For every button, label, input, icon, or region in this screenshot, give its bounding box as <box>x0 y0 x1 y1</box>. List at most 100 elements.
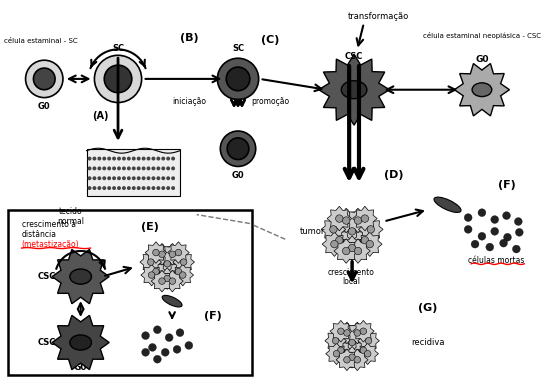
Text: (A): (A) <box>92 111 108 121</box>
Polygon shape <box>327 206 352 231</box>
Circle shape <box>171 166 175 171</box>
Circle shape <box>148 259 154 265</box>
Ellipse shape <box>341 81 367 99</box>
Text: CSC: CSC <box>38 338 56 347</box>
Circle shape <box>153 268 159 275</box>
Circle shape <box>227 138 249 159</box>
Circle shape <box>180 272 186 278</box>
Polygon shape <box>168 261 189 283</box>
Text: (G): (G) <box>418 303 437 313</box>
Text: promoção: promoção <box>252 97 290 106</box>
Circle shape <box>97 166 101 171</box>
Polygon shape <box>156 268 178 290</box>
Circle shape <box>117 166 121 171</box>
Circle shape <box>330 226 337 233</box>
Circle shape <box>142 176 145 180</box>
Circle shape <box>171 157 175 161</box>
Circle shape <box>159 251 165 258</box>
Ellipse shape <box>70 335 91 350</box>
Circle shape <box>156 176 160 180</box>
Circle shape <box>169 278 176 285</box>
Circle shape <box>348 244 356 252</box>
Polygon shape <box>346 208 371 233</box>
Circle shape <box>142 157 145 161</box>
Circle shape <box>173 345 181 353</box>
Bar <box>87 149 180 196</box>
Polygon shape <box>325 330 347 352</box>
Circle shape <box>112 157 116 161</box>
Circle shape <box>127 166 131 171</box>
Circle shape <box>137 166 140 171</box>
Polygon shape <box>340 236 364 260</box>
Circle shape <box>132 176 135 180</box>
Text: célula estaminal neoplásica - CSC: célula estaminal neoplásica - CSC <box>423 32 541 39</box>
Circle shape <box>161 176 165 180</box>
Circle shape <box>156 186 160 190</box>
Circle shape <box>147 176 150 180</box>
Circle shape <box>149 343 156 352</box>
Circle shape <box>102 186 106 190</box>
Polygon shape <box>151 270 173 292</box>
Circle shape <box>92 176 96 180</box>
Polygon shape <box>341 346 363 368</box>
Polygon shape <box>319 54 389 125</box>
Polygon shape <box>357 343 378 365</box>
Circle shape <box>105 65 132 93</box>
Circle shape <box>171 186 175 190</box>
Text: (metastização): (metastização) <box>22 239 79 249</box>
Circle shape <box>499 239 508 247</box>
Circle shape <box>361 236 369 244</box>
Circle shape <box>176 329 184 336</box>
Circle shape <box>33 68 55 90</box>
Text: recidiva: recidiva <box>411 338 445 347</box>
Polygon shape <box>353 228 377 253</box>
Polygon shape <box>334 239 358 263</box>
Circle shape <box>102 166 106 171</box>
Circle shape <box>132 166 135 171</box>
Circle shape <box>25 60 63 97</box>
Circle shape <box>152 186 155 190</box>
Circle shape <box>117 157 121 161</box>
Circle shape <box>478 232 486 240</box>
Circle shape <box>491 228 499 235</box>
Circle shape <box>164 275 170 282</box>
Polygon shape <box>340 219 364 244</box>
Text: transformação: transformação <box>348 12 409 22</box>
Circle shape <box>122 166 126 171</box>
Polygon shape <box>141 264 163 286</box>
Circle shape <box>464 214 472 221</box>
Circle shape <box>107 166 111 171</box>
Circle shape <box>166 166 170 171</box>
Circle shape <box>107 157 111 161</box>
Circle shape <box>354 247 362 255</box>
Ellipse shape <box>70 269 91 284</box>
Circle shape <box>127 157 131 161</box>
Bar <box>8 210 252 375</box>
Text: iniciação: iniciação <box>172 97 206 106</box>
Circle shape <box>491 216 499 223</box>
Circle shape <box>342 247 350 255</box>
Text: crescimento à: crescimento à <box>22 220 76 229</box>
Circle shape <box>513 245 520 253</box>
Polygon shape <box>336 322 358 344</box>
Circle shape <box>349 354 356 360</box>
Ellipse shape <box>162 295 182 307</box>
Text: normal: normal <box>58 217 84 226</box>
Polygon shape <box>161 243 183 265</box>
Circle shape <box>112 186 116 190</box>
Circle shape <box>354 217 362 224</box>
Ellipse shape <box>434 197 461 213</box>
Text: SC: SC <box>232 44 244 53</box>
Text: crescimento: crescimento <box>328 268 374 277</box>
Circle shape <box>148 272 155 278</box>
Polygon shape <box>52 315 109 370</box>
Circle shape <box>102 157 106 161</box>
Text: G0: G0 <box>38 102 50 111</box>
Circle shape <box>95 55 142 102</box>
Polygon shape <box>327 228 352 253</box>
Text: (E): (E) <box>140 223 158 233</box>
Circle shape <box>127 176 131 180</box>
Circle shape <box>153 249 159 256</box>
Circle shape <box>112 176 116 180</box>
Circle shape <box>107 186 111 190</box>
